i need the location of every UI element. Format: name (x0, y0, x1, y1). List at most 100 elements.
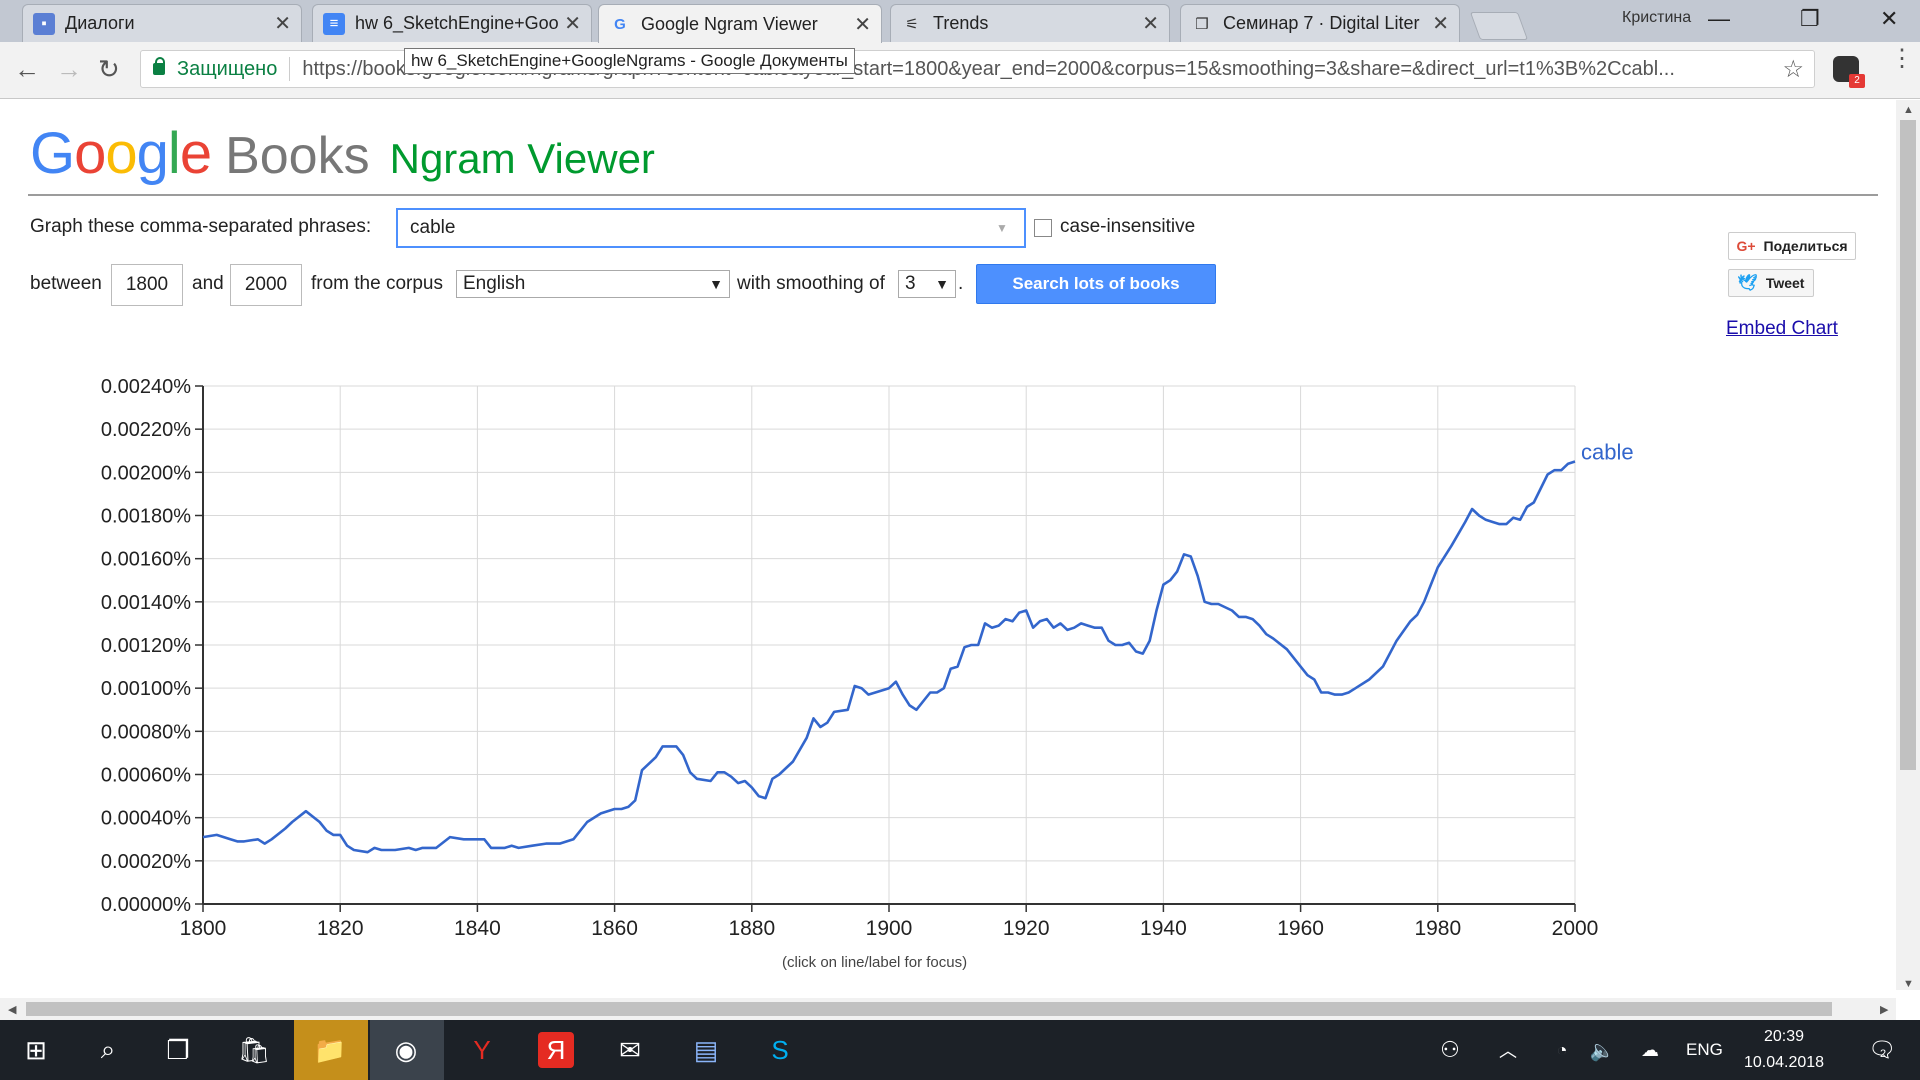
tab-dialogs[interactable]: ▪ Диалоги ✕ (22, 4, 302, 42)
tab-title: hw 6_SketchEngine+Goo (355, 13, 559, 33)
x-tick-label: 1940 (1140, 917, 1187, 940)
scroll-up-arrow-icon[interactable]: ▲ (1903, 104, 1914, 116)
secure-indicator[interactable]: Защищено (153, 57, 277, 81)
language-indicator[interactable]: ENG (1686, 1040, 1723, 1059)
trends-icon: ⚟ (905, 15, 919, 33)
corpus-label: from the corpus (311, 273, 443, 294)
x-tick-label: 1920 (1003, 917, 1050, 940)
back-arrow-icon[interactable]: ← (14, 54, 40, 84)
phrases-value: cable (410, 217, 456, 238)
y-tick-label: 0.00060% (101, 765, 191, 787)
x-tick-label: 1860 (591, 917, 638, 940)
series-line-cable[interactable] (202, 460, 1576, 854)
browser-menu-icon[interactable]: ⋮ (1890, 45, 1914, 72)
x-tick-label: 1820 (317, 917, 364, 940)
wifi-icon[interactable]: ◔ (1556, 1039, 1568, 1060)
case-insensitive-checkbox[interactable] (1034, 219, 1052, 237)
chevron-up-icon[interactable]: ︿ (1499, 1041, 1517, 1061)
y-tick-label: 0.00140% (101, 592, 191, 614)
google-letter: l (167, 121, 181, 186)
books-wordmark: Books (225, 127, 370, 185)
file-explorer-icon[interactable]: 📁 (313, 1034, 347, 1065)
tab-hw6-doc[interactable]: ≡ hw 6_SketchEngine+Goo ✕ (312, 4, 592, 42)
tweet-label: Tweet (1765, 275, 1805, 291)
yandex-browser-icon[interactable]: Y (473, 1034, 491, 1065)
close-icon[interactable]: ✕ (854, 13, 871, 36)
tab-ngram-viewer[interactable]: G Google Ngram Viewer ✕ (598, 4, 882, 43)
embed-chart-link[interactable]: Embed Chart (1726, 318, 1838, 339)
share-button[interactable]: G+ Поделиться (1728, 232, 1856, 260)
year-start-value: 1800 (125, 274, 169, 295)
y-tick-label: 0.00080% (101, 721, 191, 743)
logo: Google Books Ngram Viewer (30, 120, 655, 187)
header-divider (28, 194, 1878, 196)
scroll-down-arrow-icon[interactable]: ▼ (1903, 978, 1914, 990)
search-icon[interactable]: ⌕ (100, 1034, 116, 1064)
forward-arrow-icon[interactable]: → (56, 54, 82, 84)
scroll-left-arrow-icon[interactable]: ◀ (8, 1004, 17, 1016)
tab-trends[interactable]: ⚟ Trends ✕ (890, 4, 1170, 42)
google-letter: e (179, 121, 212, 186)
period: . (958, 273, 964, 294)
window-close-icon[interactable]: ✕ (1880, 6, 1899, 31)
new-tab-button[interactable] (1469, 12, 1529, 40)
ngram-viewer-title: Ngram Viewer (389, 135, 655, 182)
tab-tooltip: hw 6_SketchEngine+GoogleNgrams - Google … (404, 48, 855, 74)
year-start-input[interactable]: 1800 (111, 264, 183, 306)
smoothing-select[interactable]: 3 ▼ (898, 270, 956, 298)
address-bar[interactable]: Защищено https://books.google.com/ngrams… (140, 50, 1815, 88)
y-tick-label: 0.00040% (101, 808, 191, 830)
windows-start-icon[interactable]: ⊞ (25, 1034, 47, 1065)
corpus-value: English (463, 273, 526, 294)
y-tick-label: 0.00160% (101, 549, 191, 571)
close-icon[interactable]: ✕ (564, 13, 581, 35)
tab-seminar-7[interactable]: ❒ Семинар 7 · Digital Liter ✕ (1180, 4, 1460, 42)
tab-title: Диалоги (65, 13, 135, 33)
y-tick-label: 0.00120% (101, 635, 191, 657)
close-icon[interactable]: ✕ (1432, 13, 1449, 35)
document-app-icon[interactable]: ▤ (693, 1034, 719, 1065)
series-label[interactable]: cable (1581, 440, 1634, 465)
people-icon[interactable]: ⚇ (1440, 1037, 1460, 1062)
scroll-right-arrow-icon[interactable]: ▶ (1880, 1004, 1889, 1016)
chrome-icon[interactable]: ◉ (394, 1034, 418, 1065)
close-icon[interactable]: ✕ (1142, 13, 1159, 35)
google-icon: G (614, 15, 626, 33)
restore-icon[interactable]: ❐ (1800, 6, 1820, 31)
skype-icon[interactable]: S (771, 1034, 789, 1065)
minimize-icon[interactable]: — (1708, 6, 1730, 31)
y-tick-label: 0.00180% (101, 506, 191, 528)
task-view-icon[interactable]: ❐ (166, 1034, 190, 1065)
horizontal-scrollbar-thumb[interactable] (26, 1002, 1832, 1016)
y-tick-label: 0.00220% (101, 419, 191, 441)
phrase-dropdown-icon[interactable]: ▼ (996, 221, 1008, 235)
corpus-select[interactable]: English ▼ (456, 270, 730, 298)
year-end-input[interactable]: 2000 (230, 264, 302, 306)
tweet-button[interactable]: 🕊 Tweet (1728, 269, 1814, 297)
x-tick-label: 1840 (454, 917, 501, 940)
phrases-input[interactable]: cable (396, 208, 1026, 248)
case-insensitive-label: case-insensitive (1060, 216, 1196, 237)
browser-toolbar: ← → ↻ Защищено https://books.google.com/… (0, 42, 1920, 99)
cloud-icon[interactable]: ☁ (1641, 1039, 1659, 1060)
reload-icon[interactable]: ↻ (98, 54, 120, 84)
lock-icon (153, 57, 165, 75)
close-icon[interactable]: ✕ (274, 13, 291, 35)
google-plus-icon: G+ (1736, 238, 1756, 254)
search-button[interactable]: Search lots of books (976, 264, 1216, 304)
smoothing-label: with smoothing of (737, 273, 885, 294)
volume-icon[interactable]: 🔈 (1589, 1039, 1615, 1062)
yandex-icon[interactable]: Я (538, 1032, 574, 1068)
google-letter: o (105, 121, 137, 186)
clock-time[interactable]: 20:39 (1764, 1028, 1805, 1045)
tab-title: Google Ngram Viewer (641, 13, 818, 34)
bookmark-star-icon[interactable]: ☆ (1782, 55, 1804, 83)
notification-icon[interactable]: 🗨 (1868, 1037, 1896, 1062)
profile-name[interactable]: Кристина (1622, 9, 1692, 26)
store-icon[interactable]: 🛍 (237, 1034, 271, 1065)
clock-date[interactable]: 10.04.2018 (1744, 1054, 1825, 1071)
mail-icon[interactable]: ✉ (619, 1034, 641, 1065)
search-button-label: Search lots of books (1012, 274, 1180, 293)
x-tick-label: 1980 (1414, 917, 1461, 940)
vertical-scrollbar-thumb[interactable] (1900, 120, 1916, 770)
